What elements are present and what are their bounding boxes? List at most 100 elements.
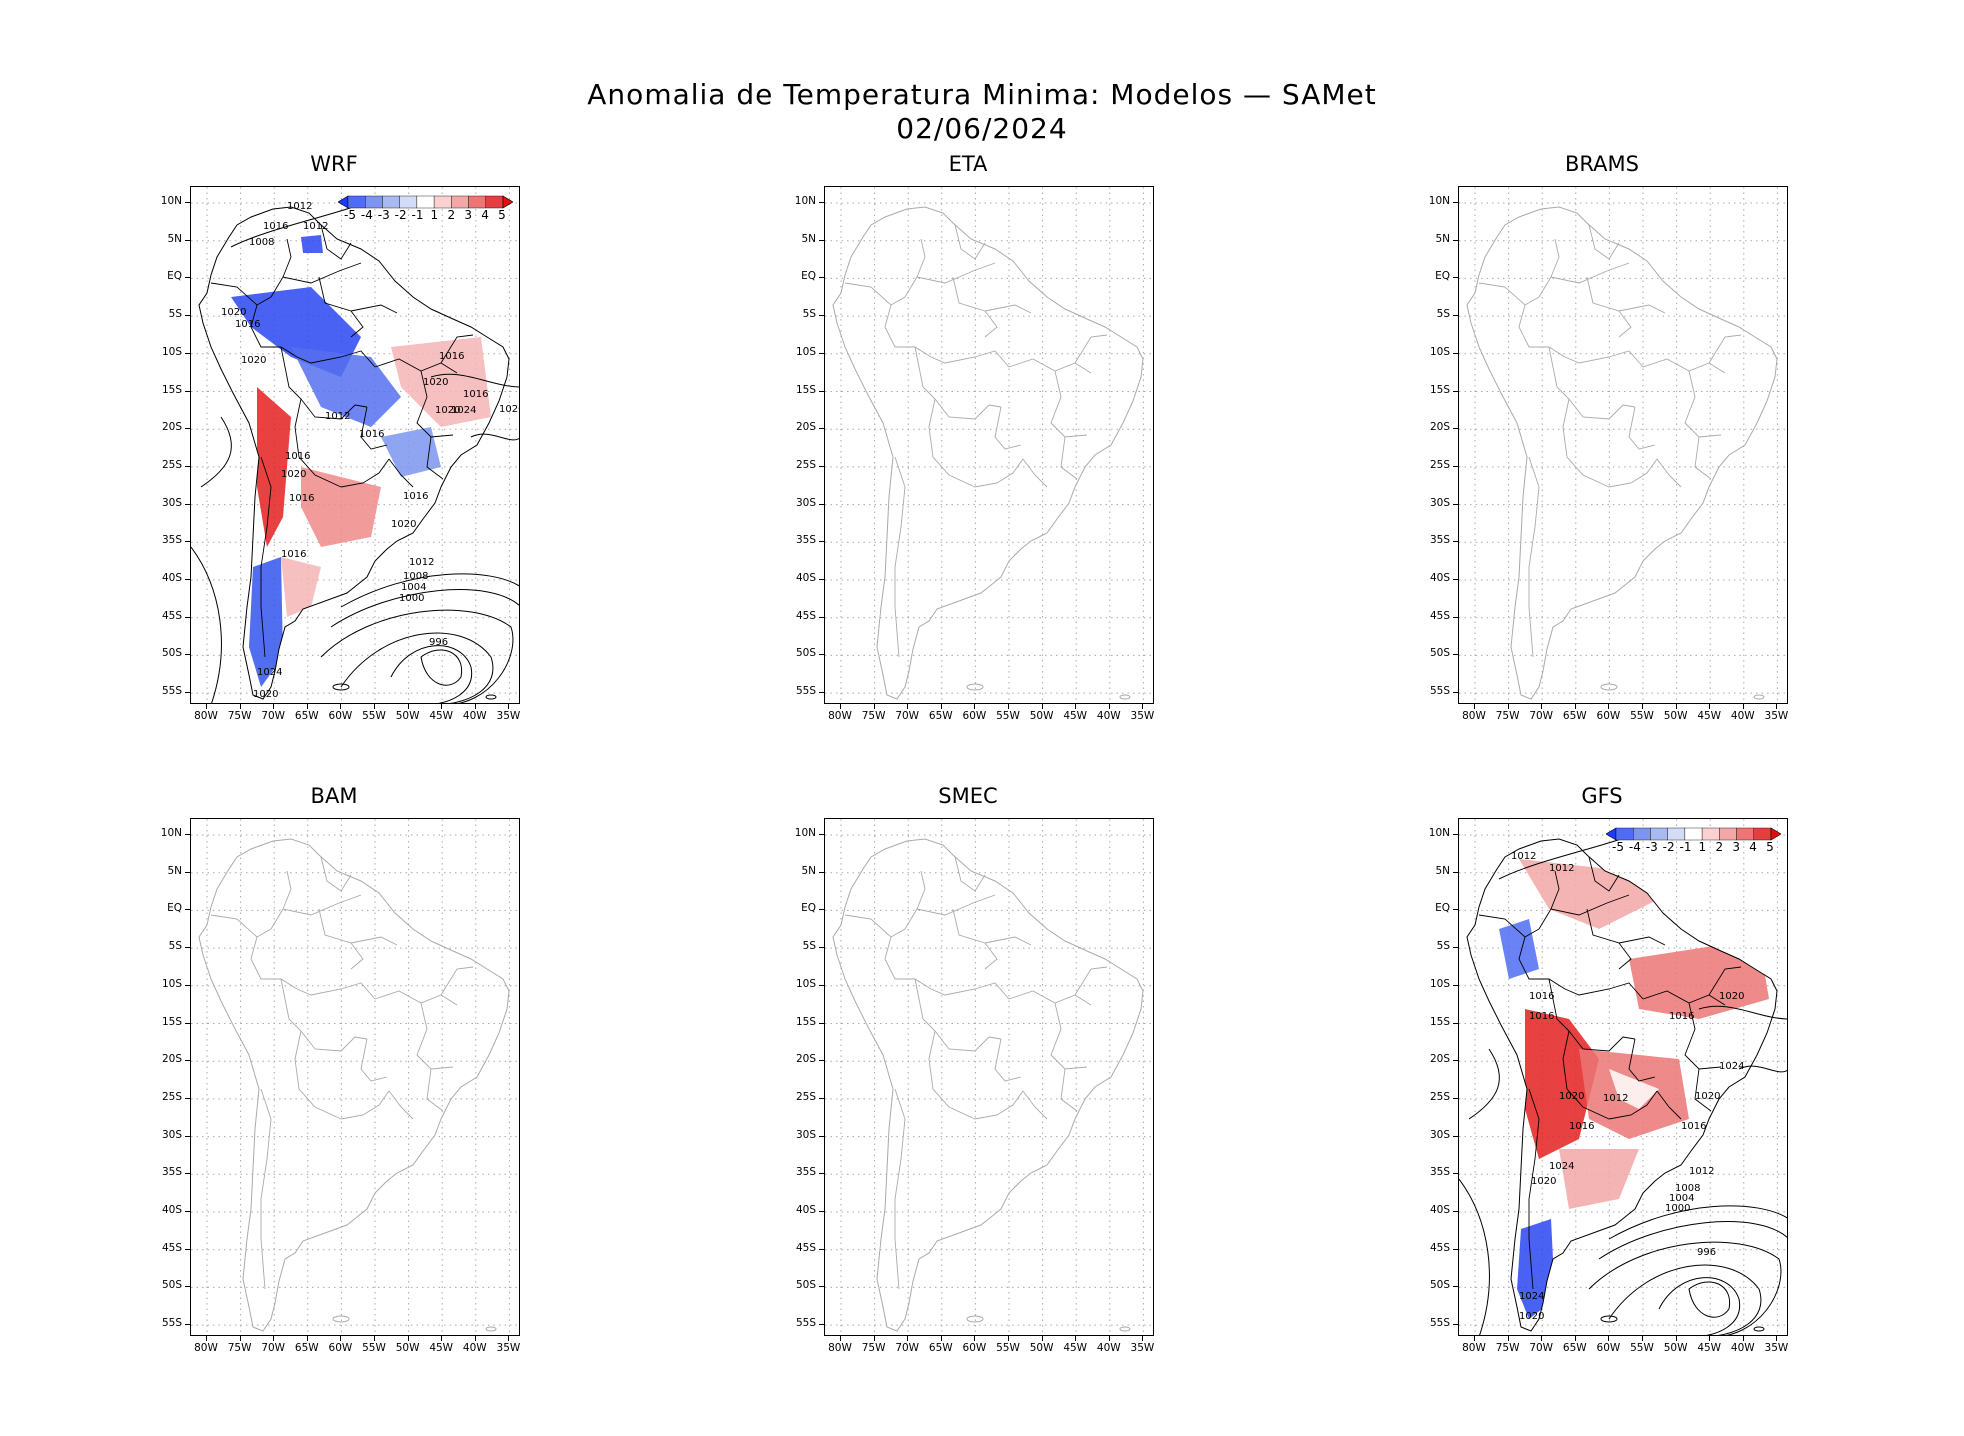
y-tick (185, 1286, 190, 1288)
border-line (934, 1030, 1002, 1052)
anomaly-patch (301, 235, 323, 253)
x-tick (1507, 1336, 1509, 1341)
y-tick-label: 15S (795, 383, 816, 396)
border-line (374, 990, 458, 1006)
border-line (1562, 426, 1610, 488)
y-tick (1453, 1135, 1458, 1137)
y-tick-label: EQ (167, 270, 182, 283)
colorbar-label: -4 (1628, 840, 1641, 854)
isobar-line (1738, 1065, 1787, 1073)
border-line (1618, 304, 1666, 314)
y-tick (185, 541, 190, 543)
border-line (954, 856, 986, 892)
border-line (300, 398, 368, 420)
y-tick (185, 1022, 190, 1024)
x-tick (273, 704, 275, 709)
y-tick-label: 15S (795, 1015, 816, 1028)
isobar-label: 1020 (1559, 1091, 1584, 1102)
y-tick-label: EQ (801, 270, 816, 283)
x-tick-label: 70W (261, 710, 286, 722)
x-tick-label: 80W (828, 1342, 852, 1354)
y-tick-label: EQ (801, 902, 816, 915)
map-frame (824, 186, 1154, 704)
x-tick (441, 1336, 443, 1341)
border-line (1656, 458, 1682, 488)
border-line (974, 1090, 1024, 1120)
y-tick (1453, 465, 1458, 467)
x-tick-label: 80W (1462, 1342, 1486, 1354)
page-title: Anomalia de Temperatura Minima: Modelos … (587, 78, 1377, 111)
border-line (426, 436, 444, 480)
border-line (894, 1088, 906, 1290)
isobar-label: 1020 (1719, 991, 1744, 1002)
panel-title: WRF (310, 152, 358, 176)
border-line (294, 1058, 342, 1120)
colorbar-label: 4 (481, 208, 489, 222)
x-tick-label: 40W (1730, 1342, 1755, 1354)
colorbar-label: 3 (1732, 840, 1740, 854)
border-line (1568, 398, 1636, 420)
isobar-label: 1012 (1689, 1166, 1714, 1177)
isobar-label: 1020 (281, 469, 306, 480)
x-tick (206, 1336, 207, 1341)
country-borders (844, 224, 1108, 658)
isobar-label: 1020 (253, 689, 278, 700)
border-line (340, 1090, 390, 1120)
y-tick-label: 15S (1429, 383, 1450, 396)
isobar-line (200, 416, 232, 488)
y-tick (1453, 871, 1458, 873)
isobar-label: 1000 (399, 593, 424, 604)
anomaly-patch (291, 347, 401, 427)
x-tick-label: 65W (1562, 1342, 1587, 1354)
colorbar-label: 5 (1766, 840, 1774, 854)
x-tick-label: 70W (1529, 1342, 1554, 1354)
x-tick (840, 1336, 841, 1341)
anomaly-patch (281, 557, 321, 617)
y-tick-label: 5N (167, 864, 182, 877)
map-panel-brams: BRAMS 10N 5N EQ 5S 10S 15S 20S 25S 30S 35S 40S 45S 50… (1392, 152, 1812, 754)
y-tick (1453, 1248, 1458, 1250)
map-svg (1459, 187, 1787, 703)
y-tick-label: 40S (795, 572, 816, 584)
isobar-label: 1012 (325, 411, 350, 422)
coastline (1466, 206, 1778, 700)
border-line (260, 456, 272, 658)
y-tick-label: 5N (1435, 232, 1450, 245)
border-line (930, 982, 1010, 1000)
x-tick-label: 35W (1130, 710, 1155, 722)
border-line (928, 1058, 976, 1120)
y-tick-label: 55S (161, 685, 182, 698)
border-line (340, 458, 390, 488)
y-tick-label: 20S (161, 421, 182, 434)
colorbar-swatch (1701, 827, 1720, 841)
anomaly-patch (1609, 1069, 1659, 1109)
y-tick-label: 5S (168, 308, 182, 321)
map-svg (825, 819, 1153, 1335)
border-line (350, 936, 398, 946)
y-tick-label: 25S (1429, 458, 1450, 471)
border-line (1684, 1002, 1722, 1070)
border-line (440, 334, 474, 364)
y-tick (819, 541, 824, 543)
border-line (894, 456, 906, 658)
x-tick (1041, 1336, 1043, 1341)
border-line (1060, 1068, 1078, 1112)
border-line (1050, 1002, 1088, 1070)
panel-title: SMEC (938, 784, 998, 808)
y-tick-label: 25S (795, 1090, 816, 1103)
isobar-label: 1008 (1675, 1183, 1700, 1194)
colorbar-label: 5 (498, 208, 506, 222)
y-tick (185, 390, 190, 392)
map-panel-wrf: WRF 1012 1012 1016 1008 1020 1016 1020 1016 1020 1… (124, 152, 544, 754)
x-tick (840, 704, 841, 709)
x-tick-label: 55W (996, 710, 1020, 722)
isobar-label: 1016 (1681, 1121, 1706, 1132)
colorbar-arrow-high (502, 195, 513, 209)
border-line (844, 914, 906, 938)
isobar-line (320, 609, 514, 703)
border-line (916, 238, 926, 278)
y-tick-label: 20S (161, 1053, 182, 1066)
isobar-label: 1016 (285, 451, 310, 462)
x-tick (907, 1336, 909, 1341)
border-line (1022, 1090, 1048, 1120)
